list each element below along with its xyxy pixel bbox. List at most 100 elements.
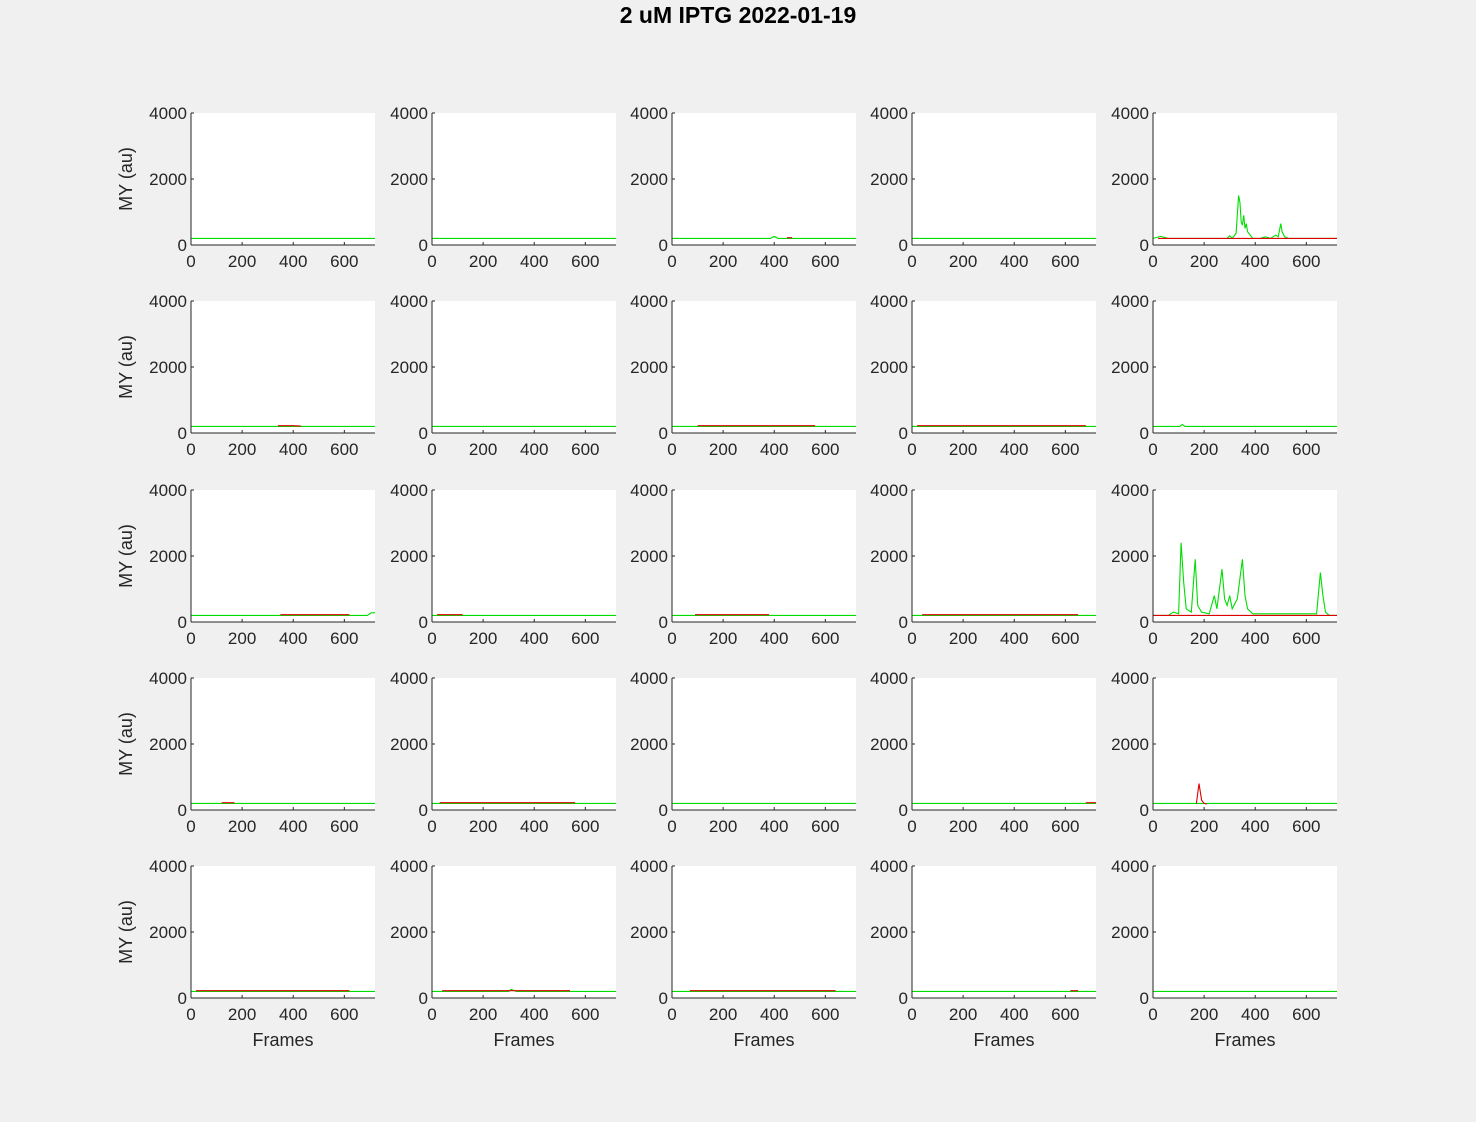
x-tick-label: 200 xyxy=(949,817,977,836)
plot-area xyxy=(912,866,1096,998)
y-axis-label: MY (au) xyxy=(116,712,136,776)
subplot-2-5: 0 2000 4000 0 200 400 600 xyxy=(1111,292,1337,459)
x-axis-label: Frames xyxy=(493,1030,554,1050)
y-tick-label: 2000 xyxy=(390,170,428,189)
x-tick-label: 600 xyxy=(811,252,839,271)
x-tick-label: 600 xyxy=(571,817,599,836)
subplot-4-3: 0 2000 4000 0 200 400 600 xyxy=(630,669,856,836)
plot-area xyxy=(432,678,616,810)
x-tick-label: 400 xyxy=(279,817,307,836)
y-tick-label: 4000 xyxy=(390,857,428,876)
x-tick-label: 400 xyxy=(520,817,548,836)
y-tick-label: 4000 xyxy=(1111,292,1149,311)
x-tick-label: 600 xyxy=(1051,817,1079,836)
x-axis-label: Frames xyxy=(252,1030,313,1050)
y-tick-label: 0 xyxy=(419,424,428,443)
y-tick-label: 4000 xyxy=(630,857,668,876)
x-tick-label: 600 xyxy=(571,629,599,648)
y-tick-label: 4000 xyxy=(630,104,668,123)
x-tick-label: 0 xyxy=(427,440,436,459)
x-tick-label: 0 xyxy=(1148,252,1157,271)
y-axis-label: MY (au) xyxy=(116,524,136,588)
x-tick-label: 600 xyxy=(330,817,358,836)
y-tick-label: 4000 xyxy=(1111,104,1149,123)
x-tick-label: 200 xyxy=(949,440,977,459)
x-tick-label: 400 xyxy=(520,440,548,459)
y-tick-label: 2000 xyxy=(1111,358,1149,377)
plot-area xyxy=(432,113,616,245)
y-tick-label: 2000 xyxy=(149,735,187,754)
y-tick-label: 2000 xyxy=(630,923,668,942)
y-tick-label: 0 xyxy=(178,236,187,255)
y-axis-label: MY (au) xyxy=(116,900,136,964)
x-tick-label: 200 xyxy=(1190,252,1218,271)
plot-area xyxy=(191,866,375,998)
y-tick-label: 2000 xyxy=(870,735,908,754)
x-tick-label: 200 xyxy=(469,440,497,459)
green-trace xyxy=(672,235,856,239)
x-tick-label: 200 xyxy=(709,252,737,271)
x-tick-label: 0 xyxy=(907,252,916,271)
x-tick-label: 400 xyxy=(760,1005,788,1024)
y-tick-label: 4000 xyxy=(870,857,908,876)
y-tick-label: 4000 xyxy=(149,857,187,876)
figure-title: 2 uM IPTG 2022-01-19 xyxy=(619,2,857,28)
y-tick-label: 4000 xyxy=(1111,669,1149,688)
x-axis-label: Frames xyxy=(1214,1030,1275,1050)
y-tick-label: 4000 xyxy=(390,292,428,311)
y-tick-label: 4000 xyxy=(630,292,668,311)
x-tick-label: 0 xyxy=(907,817,916,836)
x-tick-label: 200 xyxy=(469,1005,497,1024)
x-tick-label: 0 xyxy=(186,440,195,459)
y-tick-label: 4000 xyxy=(149,104,187,123)
y-tick-label: 4000 xyxy=(1111,857,1149,876)
y-tick-label: 4000 xyxy=(390,669,428,688)
y-tick-label: 2000 xyxy=(1111,735,1149,754)
subplot-1-4: 0 2000 4000 0 200 400 600 xyxy=(870,104,1096,271)
green-trace xyxy=(432,988,616,992)
y-tick-label: 0 xyxy=(419,613,428,632)
x-tick-label: 600 xyxy=(330,440,358,459)
y-tick-label: 4000 xyxy=(630,481,668,500)
x-tick-label: 600 xyxy=(1051,440,1079,459)
x-tick-label: 400 xyxy=(279,252,307,271)
x-tick-label: 200 xyxy=(1190,440,1218,459)
x-tick-label: 600 xyxy=(330,629,358,648)
y-tick-label: 4000 xyxy=(870,292,908,311)
plot-area xyxy=(191,490,375,622)
plot-area xyxy=(1153,490,1337,622)
x-tick-label: 0 xyxy=(1148,440,1157,459)
x-tick-label: 400 xyxy=(1241,1005,1269,1024)
y-tick-label: 0 xyxy=(899,236,908,255)
plot-area xyxy=(432,301,616,433)
subplot-1-3: 0 2000 4000 0 200 400 600 xyxy=(630,104,856,271)
subplot-2-3: 0 2000 4000 0 200 400 600 xyxy=(630,292,856,459)
y-tick-label: 2000 xyxy=(630,547,668,566)
x-tick-label: 200 xyxy=(228,440,256,459)
y-tick-label: 0 xyxy=(659,424,668,443)
x-tick-label: 400 xyxy=(520,252,548,271)
subplot-3-2: 0 2000 4000 0 200 400 600 xyxy=(390,481,616,648)
x-tick-label: 200 xyxy=(1190,817,1218,836)
x-axis-label: Frames xyxy=(973,1030,1034,1050)
x-tick-label: 600 xyxy=(1292,440,1320,459)
y-tick-label: 2000 xyxy=(870,358,908,377)
y-tick-label: 4000 xyxy=(149,481,187,500)
plot-area xyxy=(672,678,856,810)
y-tick-label: 2000 xyxy=(1111,547,1149,566)
green-trace xyxy=(1153,195,1337,240)
x-tick-label: 400 xyxy=(1000,629,1028,648)
x-tick-label: 600 xyxy=(811,629,839,648)
x-tick-label: 200 xyxy=(709,1005,737,1024)
y-tick-label: 4000 xyxy=(1111,481,1149,500)
x-tick-label: 0 xyxy=(186,629,195,648)
x-tick-label: 400 xyxy=(1000,1005,1028,1024)
x-tick-label: 600 xyxy=(811,440,839,459)
x-tick-label: 400 xyxy=(1000,440,1028,459)
subplot-5-2: 0 2000 4000 0 200 400 600 Frames xyxy=(390,857,616,1050)
plot-area xyxy=(432,866,616,998)
y-tick-label: 0 xyxy=(899,613,908,632)
x-tick-label: 400 xyxy=(279,440,307,459)
